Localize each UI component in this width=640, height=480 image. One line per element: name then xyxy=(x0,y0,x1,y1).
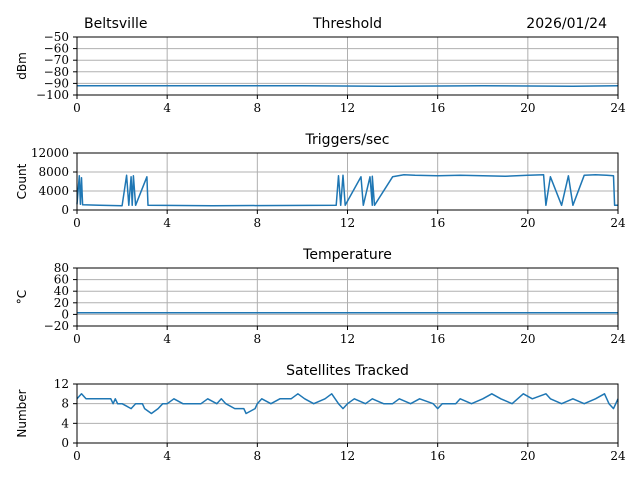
chart-panel-1: 0 4 8 12 16 20 24 0 4000 8000 12000 Triggers/sec Cou… xyxy=(15,132,626,230)
y-tick-label: 4 xyxy=(61,416,69,430)
series-line-0 xyxy=(77,84,619,88)
y-tick-label: −80 xyxy=(44,65,69,79)
x-tick-label: 12 xyxy=(340,216,355,230)
y-tick-label: 12000 xyxy=(31,146,69,160)
y-tick-label: −100 xyxy=(36,88,69,102)
y-tick-label: 40 xyxy=(54,284,69,298)
panels: 0 4 8 12 16 20 24 −100−90−80−70−60−50 Threshold d… xyxy=(15,16,626,463)
chart-panel-3: 0 4 8 12 16 20 24 0 4 8 12 Satellites Tracked Number xyxy=(15,363,626,463)
x-tick-label: 0 xyxy=(73,449,81,463)
y-tick-label: 12 xyxy=(54,377,69,391)
x-tick-label: 16 xyxy=(430,101,445,115)
y-tick-label: −60 xyxy=(44,42,69,56)
x-tick-label: 16 xyxy=(430,216,445,230)
y-tick-label: −50 xyxy=(44,30,69,44)
x-tick-label: 24 xyxy=(610,332,626,346)
y-tick-label: −90 xyxy=(44,76,69,90)
chart-panel-0: 0 4 8 12 16 20 24 −100−90−80−70−60−50 Threshold d… xyxy=(15,16,626,115)
panel-title: Threshold xyxy=(312,16,382,32)
y-tick-label: 0 xyxy=(61,436,69,450)
x-tick-label: 24 xyxy=(610,101,626,115)
y-tick-label: −20 xyxy=(44,319,69,333)
x-tick-label: 8 xyxy=(254,101,262,115)
x-tick-label: 20 xyxy=(520,332,535,346)
y-tick-label: 80 xyxy=(54,261,69,275)
series-line-0 xyxy=(76,174,618,207)
y-tick-label: 60 xyxy=(54,273,69,287)
x-tick-label: 20 xyxy=(520,216,535,230)
x-tick-label: 24 xyxy=(610,449,626,463)
x-tick-label: 20 xyxy=(520,101,535,115)
x-tick-label: 12 xyxy=(340,101,355,115)
y-axis-label: Count xyxy=(15,163,29,199)
y-axis-label: °C xyxy=(15,290,29,304)
x-tick-label: 20 xyxy=(520,449,535,463)
x-tick-label: 0 xyxy=(73,101,81,115)
y-axis-label: dBm xyxy=(15,52,29,80)
x-tick-label: 4 xyxy=(163,449,171,463)
panel-title: Triggers/sec xyxy=(305,132,390,148)
panel-title: Temperature xyxy=(302,247,392,263)
x-tick-label: 16 xyxy=(430,449,445,463)
x-tick-label: 4 xyxy=(163,216,171,230)
y-tick-label: 8000 xyxy=(38,165,69,179)
date-label: 2026/01/24 xyxy=(526,16,607,32)
series-line-0 xyxy=(76,393,619,415)
x-tick-label: 4 xyxy=(163,101,171,115)
y-tick-label: 0 xyxy=(61,307,69,321)
x-tick-label: 8 xyxy=(254,216,262,230)
y-tick-label: 20 xyxy=(54,296,69,310)
y-tick-label: −70 xyxy=(44,53,69,67)
station-name: Beltsville xyxy=(84,16,147,32)
x-tick-label: 8 xyxy=(254,449,262,463)
x-tick-label: 12 xyxy=(340,449,355,463)
x-tick-label: 0 xyxy=(73,216,81,230)
y-axis-label: Number xyxy=(15,389,29,437)
panel-title: Satellites Tracked xyxy=(286,363,409,379)
x-tick-label: 12 xyxy=(340,332,355,346)
x-tick-label: 8 xyxy=(254,332,262,346)
y-tick-label: 4000 xyxy=(38,184,69,198)
x-tick-label: 4 xyxy=(163,332,171,346)
x-tick-label: 0 xyxy=(73,332,81,346)
x-tick-label: 16 xyxy=(430,332,445,346)
y-tick-label: 0 xyxy=(61,203,69,217)
y-tick-label: 8 xyxy=(61,397,69,411)
x-tick-label: 24 xyxy=(610,216,626,230)
